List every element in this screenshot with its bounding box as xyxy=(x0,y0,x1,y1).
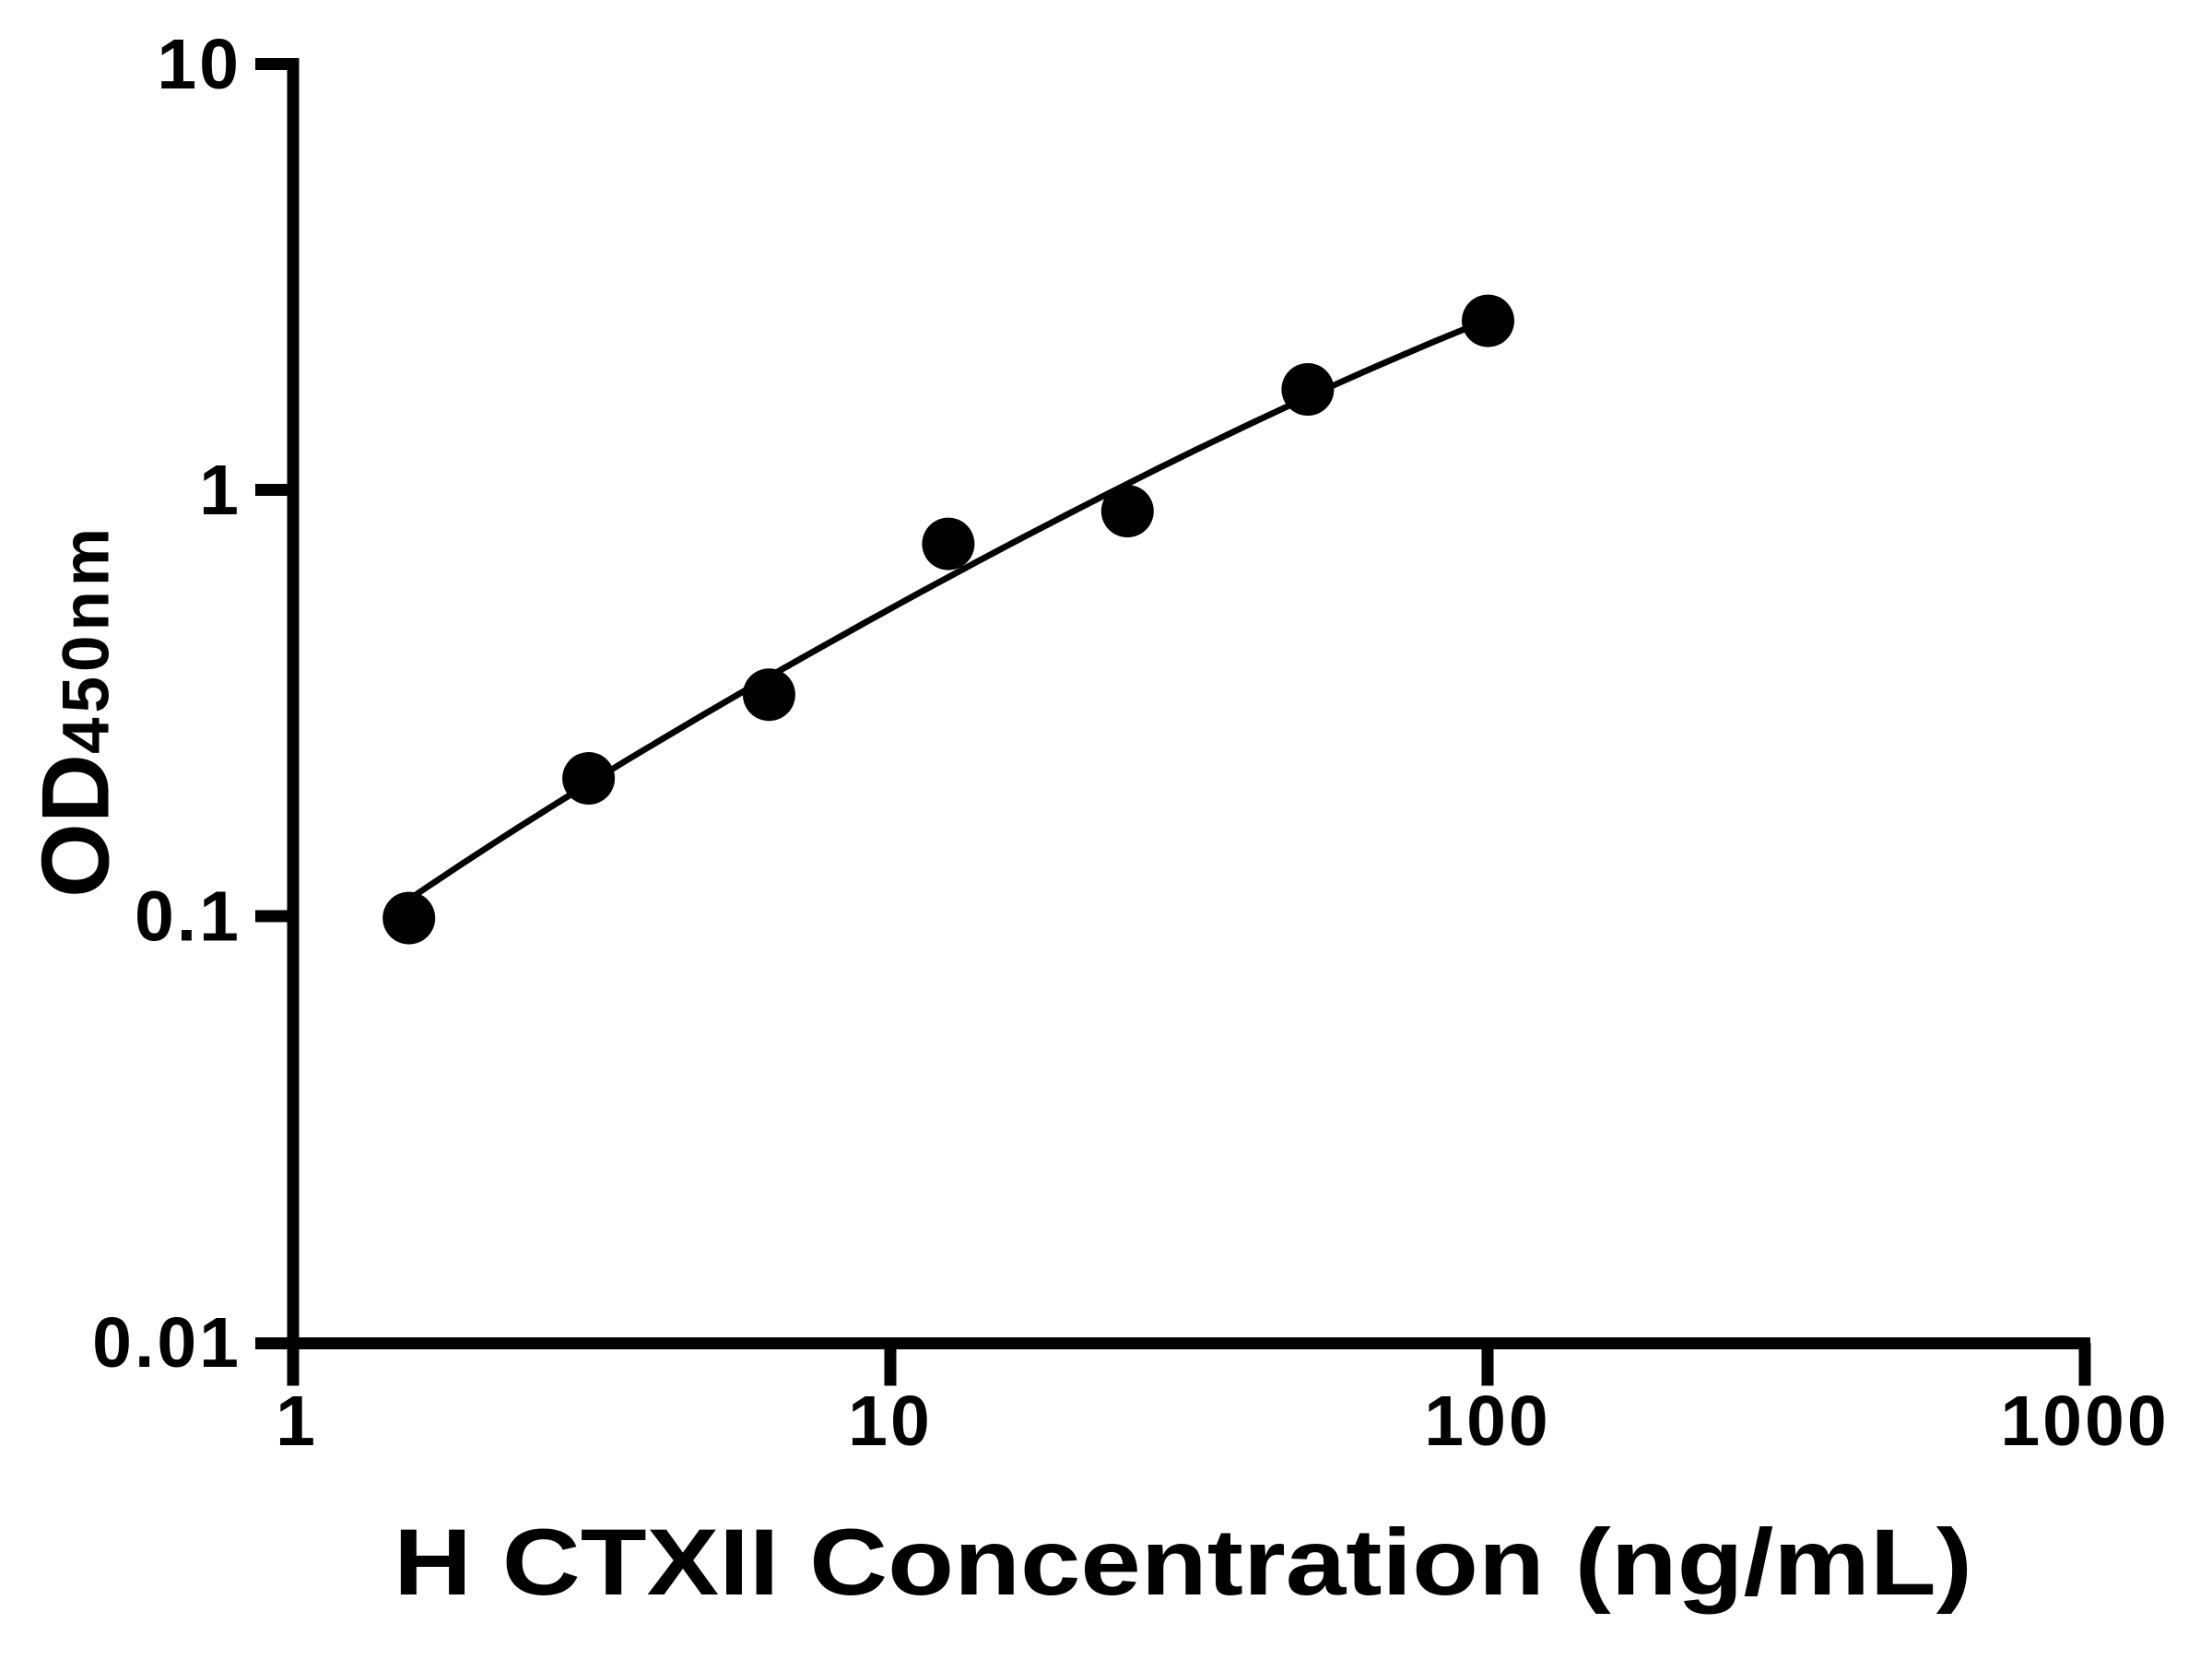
svg-text:0.1: 0.1 xyxy=(135,877,241,957)
svg-text:10: 10 xyxy=(157,25,241,104)
svg-text:1: 1 xyxy=(199,451,241,530)
svg-text:1000: 1000 xyxy=(2000,1382,2169,1461)
svg-text:0.01: 0.01 xyxy=(92,1303,241,1382)
svg-text:10: 10 xyxy=(848,1382,933,1461)
svg-text:1: 1 xyxy=(276,1382,318,1461)
svg-text:100: 100 xyxy=(1424,1382,1550,1461)
svg-text:H CTXII Concentration (ng/mL): H CTXII Concentration (ng/mL) xyxy=(394,1510,1972,1615)
